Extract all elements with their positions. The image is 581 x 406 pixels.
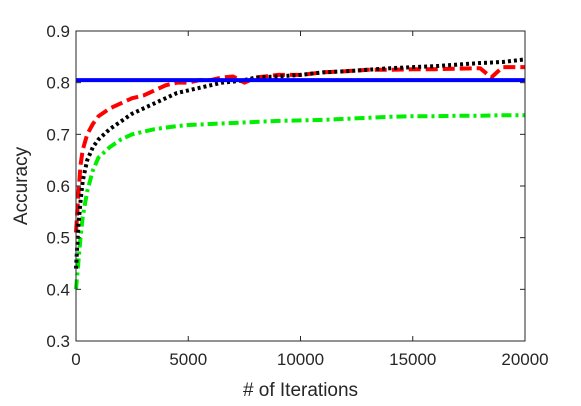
x-axis-ticks: 0 5000 10000 15000 20000	[71, 31, 549, 369]
x-tick-label: 15000	[389, 350, 436, 369]
y-tick-label: 0.3	[46, 332, 70, 351]
y-tick-label: 0.8	[46, 74, 70, 93]
x-axis-title: # of Iterations	[243, 380, 358, 401]
x-tick-label: 20000	[501, 350, 548, 369]
series-layer	[74, 57, 526, 290]
x-tick-label: 5000	[169, 350, 207, 369]
plot-background	[76, 31, 525, 341]
y-axis-title: Accuracy	[11, 146, 32, 225]
series-line-dotted	[74, 57, 526, 269]
y-tick-label: 0.4	[46, 280, 70, 299]
y-tick-label: 0.6	[46, 177, 70, 196]
plot-area	[76, 31, 525, 341]
x-tick-label: 0	[71, 350, 80, 369]
y-tick-label: 0.7	[46, 125, 70, 144]
y-axis-ticks: 0.3 0.4 0.5 0.6 0.7 0.8 0.9	[46, 22, 525, 351]
y-tick-label: 0.5	[46, 229, 70, 248]
x-tick-label: 10000	[277, 350, 324, 369]
y-tick-label: 0.9	[46, 22, 70, 41]
